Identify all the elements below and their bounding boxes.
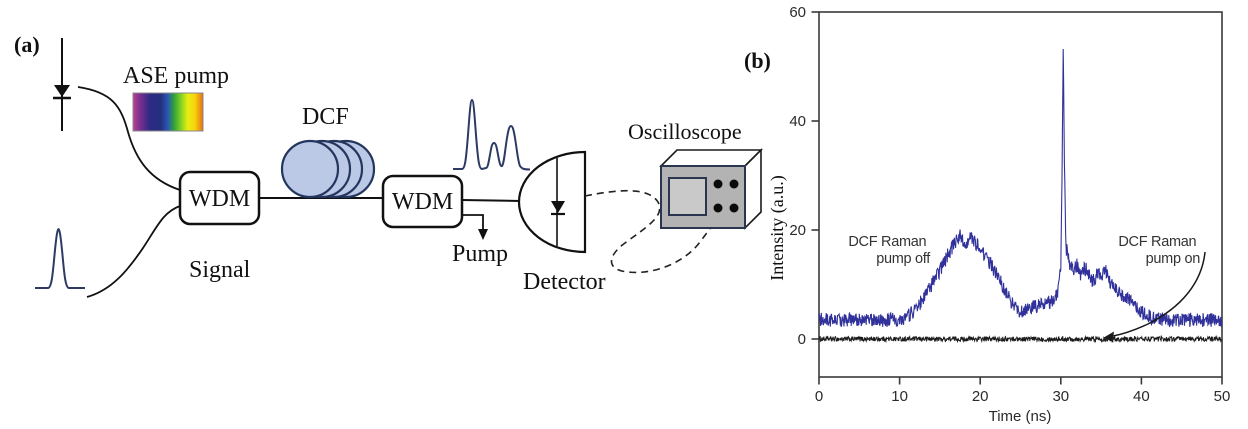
scope-knob-1 [713, 179, 723, 189]
dcf-coil-icon [280, 139, 376, 199]
pump-off-arrow [1112, 251, 1206, 337]
scope-knob-2 [729, 179, 739, 189]
pump-drop-arrowhead-icon [478, 229, 488, 240]
x-tick-label: 20 [972, 388, 989, 405]
oscilloscope-icon [659, 148, 763, 230]
wdm2-box [381, 174, 464, 229]
trace-pump-on [818, 48, 1223, 328]
input-pulse-icon [35, 227, 85, 289]
x-tick-label: 10 [891, 388, 908, 405]
x-axis-ticks: 0 10 20 30 40 50 [815, 377, 1231, 405]
y-tick-label: 60 [789, 4, 806, 21]
wdm2-label: WDM [392, 189, 453, 215]
annotation-pump-on-line2: pump off [876, 251, 931, 267]
pump-label: Pump [452, 241, 508, 267]
scope-top-face [659, 149, 763, 167]
y-tick-label: 0 [798, 331, 806, 348]
ase-spectrum-swatch [132, 92, 204, 132]
pump-drop-line [462, 214, 484, 230]
annotation-pump-off-line1: DCF Raman [1118, 234, 1196, 250]
x-axis-title: Time (ns) [989, 408, 1052, 425]
cable-detector-scope [584, 189, 713, 274]
ase-pump-label: ASE pump [123, 63, 229, 89]
scope-knob-3 [713, 203, 723, 213]
dcf-label: DCF [302, 104, 349, 130]
fiber-pump-input [77, 86, 181, 191]
laser-diode-icon [53, 38, 71, 131]
fiber-signal-input [86, 205, 181, 298]
signal-label: Signal [189, 257, 251, 283]
fiber-wdm2-detector [461, 199, 522, 202]
x-tick-label: 0 [815, 388, 823, 405]
trace-pump-off [818, 334, 1223, 344]
wdm1-label: WDM [189, 186, 250, 212]
panel-b: (b) 0 20 40 60 0 10 20 30 40 50 Intensity (a.u.)… [744, 4, 1230, 425]
annotation-pump-on-line1: DCF Raman [848, 234, 926, 250]
panel-b-label: (b) [744, 48, 771, 73]
annotation-pump-off: DCF Raman pump on [1118, 234, 1200, 267]
annotation-pump-on: DCF Raman pump off [848, 234, 931, 267]
y-axis-title: Intensity (a.u.) [767, 175, 788, 280]
panel-a: (a) ASE pump WDM Signal DCF [14, 32, 763, 298]
plot-frame [818, 11, 1223, 378]
x-tick-label: 50 [1214, 388, 1231, 405]
annotation-pump-off-line2: pump on [1146, 251, 1201, 267]
output-pulses-icon [453, 98, 531, 171]
diode-triangle [54, 85, 70, 97]
detector-diode-triangle [551, 201, 565, 213]
y-tick-label: 40 [789, 113, 806, 130]
y-axis-ticks: 0 20 40 60 [789, 4, 819, 348]
detector-icon [517, 150, 587, 254]
y-tick-label: 20 [789, 222, 806, 239]
pump-off-arrowhead-icon [1103, 331, 1114, 342]
scope-screen [668, 177, 707, 216]
coil-loop-1 [280, 139, 340, 199]
x-tick-label: 30 [1052, 388, 1069, 405]
panel-a-label: (a) [14, 32, 40, 57]
oscilloscope-label: Oscilloscope [628, 119, 742, 144]
scope-knob-4 [729, 203, 739, 213]
x-tick-label: 40 [1133, 388, 1150, 405]
detector-label: Detector [523, 269, 606, 295]
